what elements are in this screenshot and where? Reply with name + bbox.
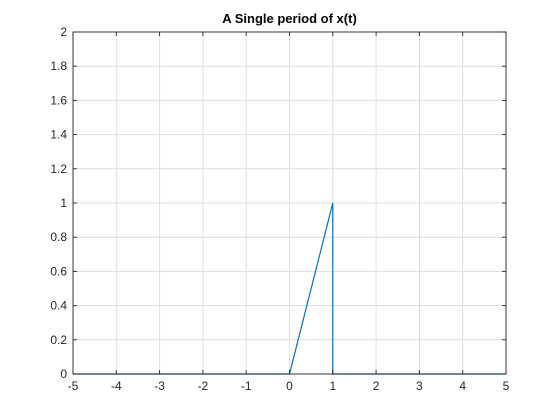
y-axis-ticks: 0 0.2 0.4 0.6 0.8 1 1.2 1.4 1.6 1.8 2 <box>50 25 67 381</box>
x-tick-label: 5 <box>503 379 510 393</box>
y-tick-label: 0.2 <box>50 333 67 347</box>
x-tick-label: 2 <box>373 379 380 393</box>
x-tick-label: 1 <box>329 379 336 393</box>
x-tick-label: 4 <box>459 379 466 393</box>
y-tick-label: 1.4 <box>50 128 67 142</box>
x-tick-label: -3 <box>154 379 165 393</box>
x-tick-label: -1 <box>241 379 252 393</box>
grid <box>73 32 506 374</box>
y-tick-label: 1.6 <box>50 93 67 107</box>
x-tick-label: -5 <box>68 379 79 393</box>
y-tick-label: 0.8 <box>50 230 67 244</box>
y-tick-label: 0 <box>60 367 67 381</box>
y-tick-label: 1.8 <box>50 59 67 73</box>
x-axis-ticks: -5 -4 -3 -2 -1 0 1 2 3 4 5 <box>68 379 510 393</box>
y-tick-label: 0.4 <box>50 299 67 313</box>
y-tick-label: 1 <box>60 196 67 210</box>
x-tick-label: 3 <box>416 379 423 393</box>
x-tick-label: 0 <box>286 379 293 393</box>
x-tick-label: -2 <box>198 379 209 393</box>
y-tick-label: 1.2 <box>50 162 67 176</box>
chart-title: A Single period of x(t) <box>222 11 357 26</box>
y-tick-label: 0.6 <box>50 264 67 278</box>
x-tick-label: -4 <box>111 379 122 393</box>
y-tick-label: 2 <box>60 25 67 39</box>
